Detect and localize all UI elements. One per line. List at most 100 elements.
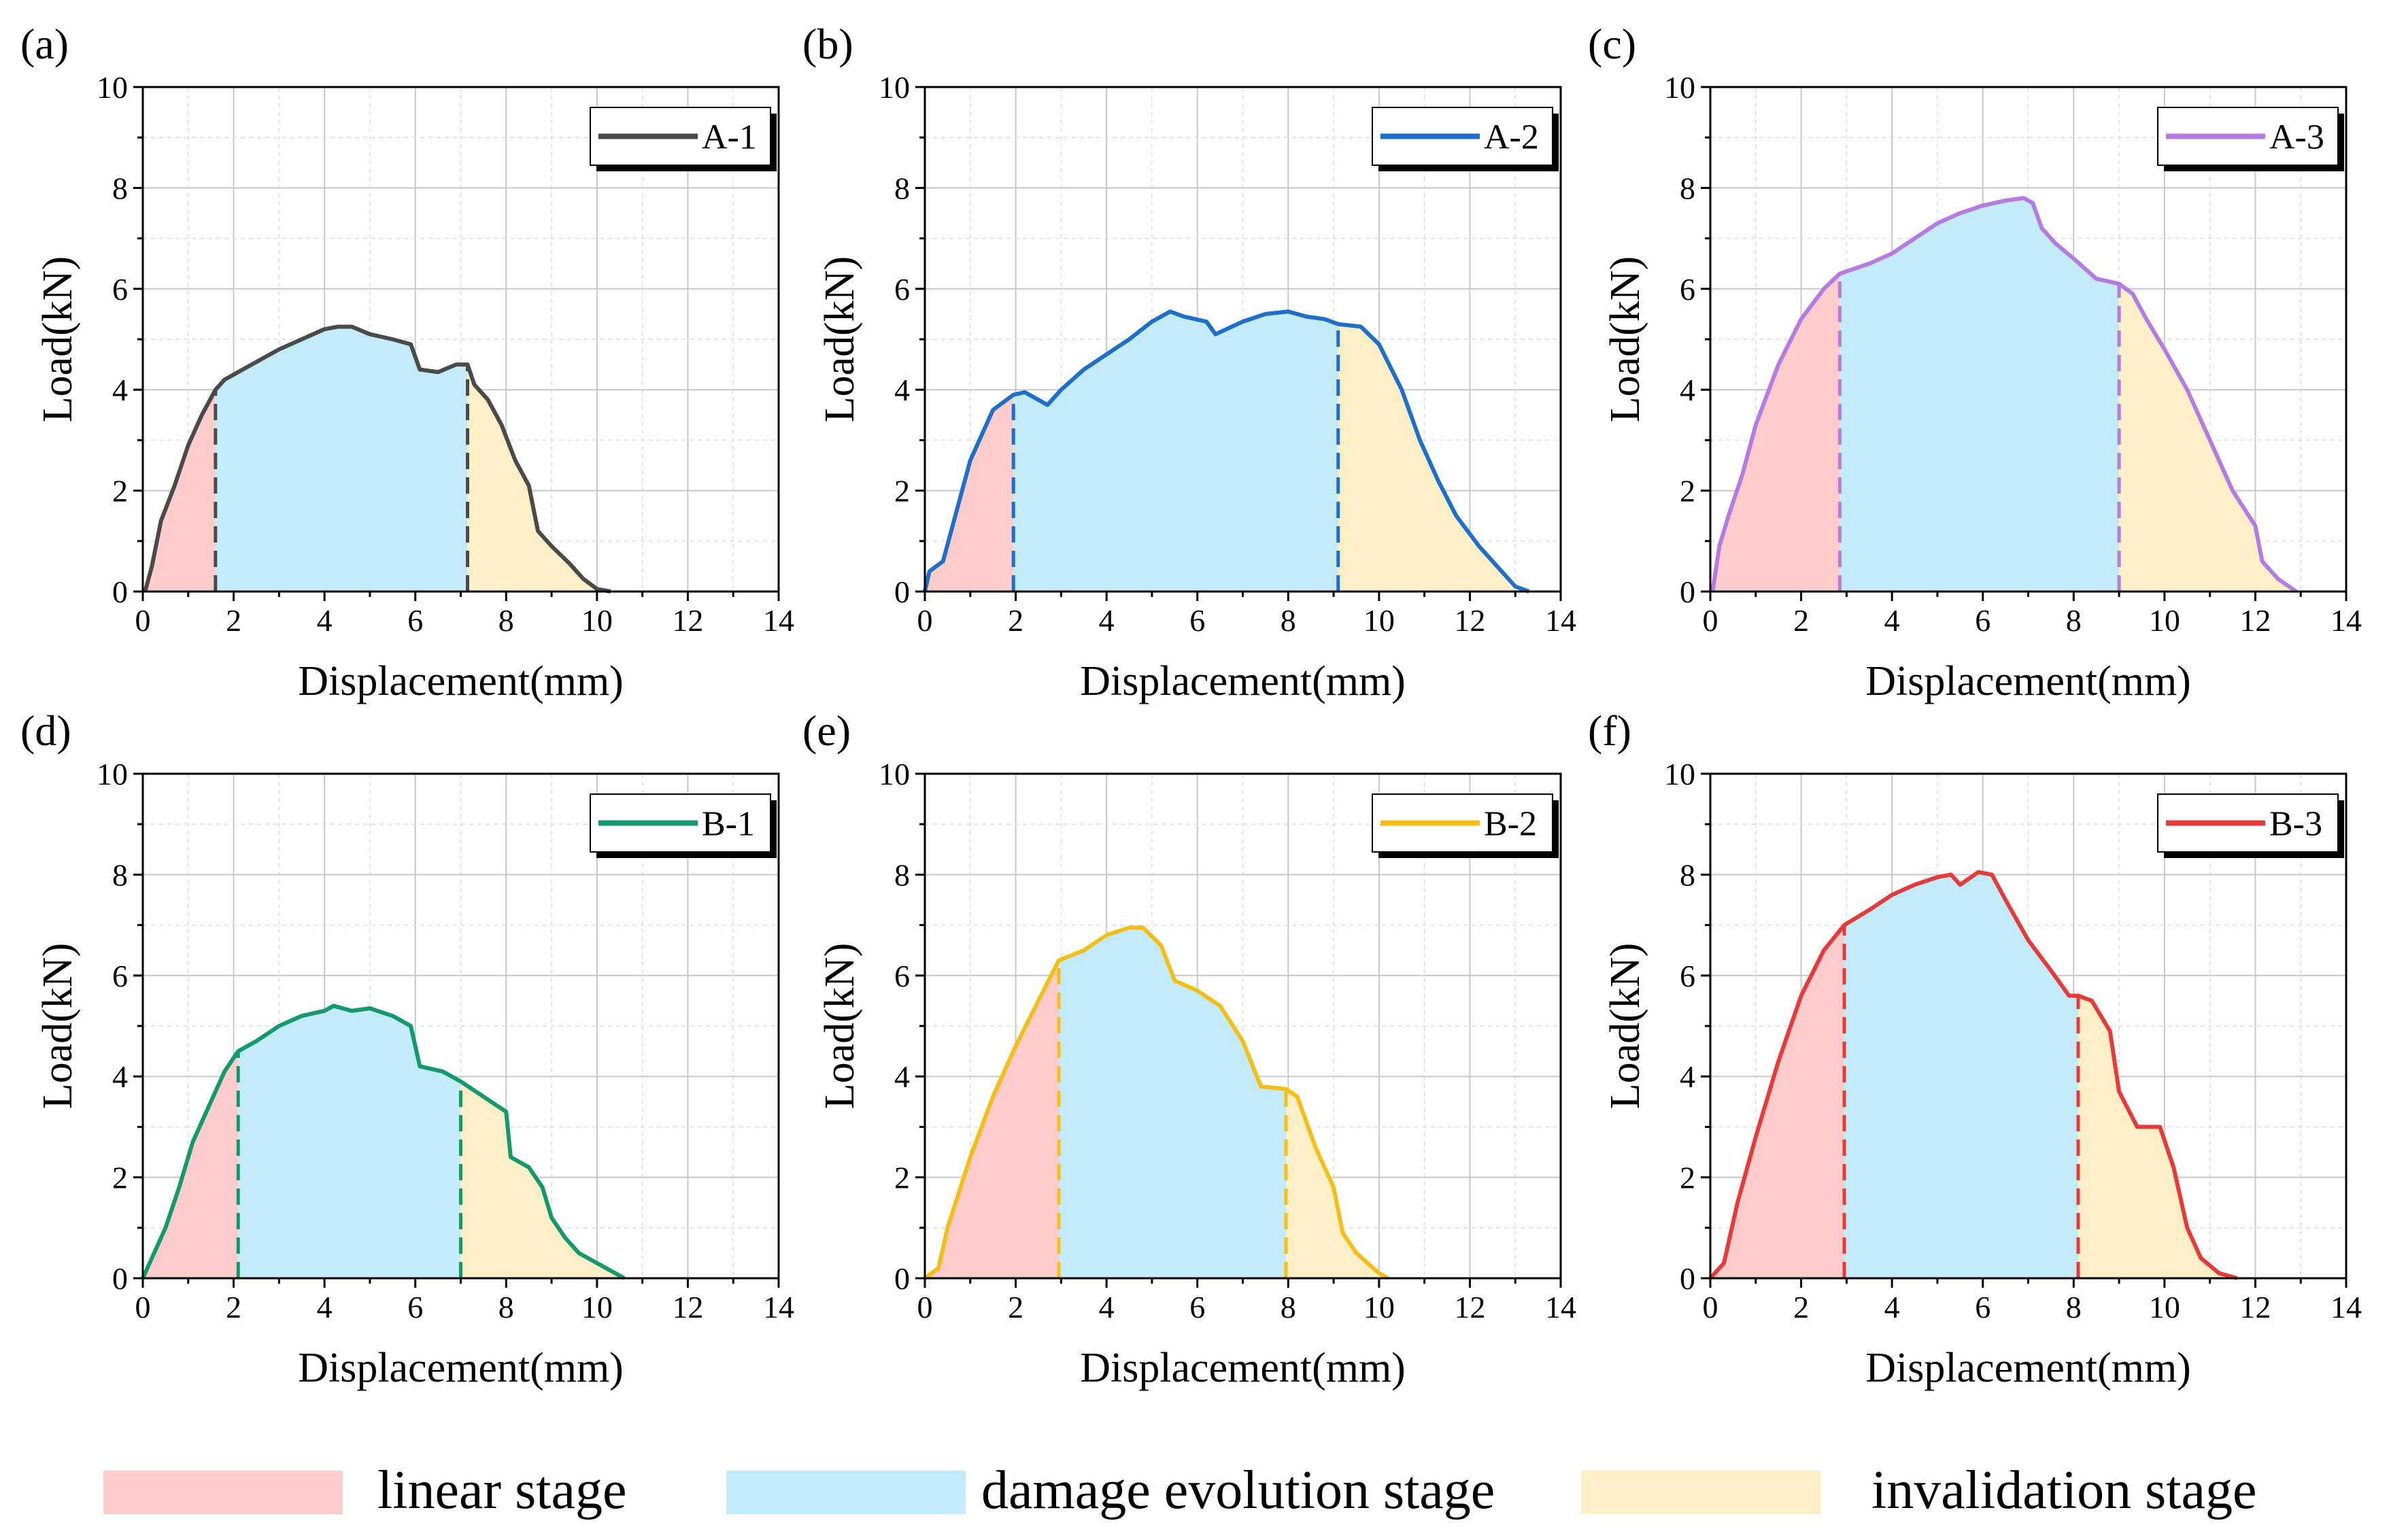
load-curve <box>1710 196 2298 594</box>
stage-legend-label-1: linear stage <box>377 1460 626 1520</box>
x-tick-label: 6 <box>407 1290 423 1324</box>
y-tick-label: 2 <box>894 1161 910 1195</box>
panel-label: (c) <box>1588 20 1636 68</box>
y-tick-label: 2 <box>1680 474 1695 509</box>
x-tick-label: 0 <box>1703 1290 1718 1324</box>
stage-area-3 <box>1338 324 1529 592</box>
stage-legend-swatch-2 <box>726 1471 966 1514</box>
y-tick-label: 0 <box>112 575 128 609</box>
x-tick-label: 8 <box>2066 1290 2082 1324</box>
stage-area-3 <box>1285 1089 1389 1278</box>
x-tick-label: 12 <box>672 603 703 638</box>
y-axis-label: Load(kN) <box>35 256 81 422</box>
chart-panel-1: 0 2 4 6 8 10 12 14 0 2 4 6 8 10 Displacement(mm) Load(k… <box>20 20 794 704</box>
y-tick-label: 8 <box>1680 857 1695 892</box>
y-tick-label: 10 <box>97 70 128 105</box>
x-tick-label: 2 <box>1008 1290 1023 1324</box>
x-tick-label: 4 <box>1099 603 1115 638</box>
y-tick-label: 4 <box>1680 373 1695 407</box>
y-tick-label: 8 <box>1680 171 1695 205</box>
y-tick-label: 0 <box>1680 575 1695 609</box>
stage-area-1 <box>1710 925 1845 1278</box>
y-tick-label: 10 <box>97 757 128 791</box>
x-tick-label: 8 <box>2066 603 2082 638</box>
chart-panel-6: 0 2 4 6 8 10 12 14 0 2 4 6 8 10 Displacement(mm) Load(k… <box>1588 706 2362 1391</box>
x-tick-label: 14 <box>763 603 794 638</box>
x-tick-label: 12 <box>1454 603 1485 638</box>
y-tick-label: 4 <box>1680 1059 1695 1094</box>
y-tick-label: 10 <box>879 70 910 105</box>
legend-label: A-1 <box>702 118 757 157</box>
stage-area-3 <box>467 364 611 592</box>
x-tick-label: 12 <box>2239 603 2271 638</box>
panel-label: (b) <box>802 20 853 68</box>
x-tick-label: 10 <box>581 1290 613 1324</box>
x-tick-label: 10 <box>2149 603 2180 638</box>
y-tick-label: 0 <box>1680 1261 1695 1296</box>
x-axis-label: Displacement(mm) <box>1865 1345 2191 1391</box>
legend-label: A-3 <box>2269 118 2324 157</box>
stage-area-2 <box>1844 872 2078 1278</box>
y-tick-label: 6 <box>894 959 910 993</box>
y-tick-label: 6 <box>1680 959 1695 993</box>
x-tick-label: 4 <box>1099 1290 1115 1324</box>
load-curve <box>1708 870 2238 1280</box>
x-tick-label: 12 <box>672 1290 703 1324</box>
legend-label: B-1 <box>702 805 755 844</box>
x-tick-label: 14 <box>2331 603 2362 638</box>
x-axis-label: Displacement(mm) <box>1865 658 2191 704</box>
y-tick-label: 0 <box>112 1261 128 1296</box>
x-tick-label: 0 <box>917 1290 933 1324</box>
legend-label: B-3 <box>2269 805 2322 844</box>
y-tick-label: 2 <box>894 474 910 509</box>
x-tick-label: 10 <box>1363 1290 1395 1324</box>
y-tick-label: 8 <box>894 857 910 892</box>
stage-legend: linear stage damage evolution stage invali… <box>103 1460 2257 1520</box>
legend-label: B-2 <box>1484 805 1537 844</box>
y-axis-label: Load(kN) <box>817 256 863 422</box>
x-tick-label: 4 <box>317 1290 333 1324</box>
y-tick-label: 6 <box>112 959 128 993</box>
x-tick-label: 0 <box>1703 603 1718 638</box>
x-tick-label: 2 <box>1008 603 1023 638</box>
stage-area-2 <box>215 326 468 592</box>
stage-area-1 <box>1712 273 1840 592</box>
panel-label: (e) <box>802 706 851 755</box>
y-tick-label: 4 <box>894 373 910 407</box>
x-tick-label: 2 <box>1793 603 1809 638</box>
legend-label: A-2 <box>1484 118 1539 157</box>
y-tick-label: 4 <box>894 1059 910 1094</box>
stage-area-2 <box>1013 311 1338 592</box>
x-tick-label: 14 <box>1545 1290 1576 1324</box>
load-curve <box>924 925 1389 1280</box>
y-axis-label: Load(kN) <box>35 943 81 1109</box>
x-tick-label: 10 <box>2149 1290 2180 1324</box>
stage-legend-label-3: invalidation stage <box>1871 1460 2257 1520</box>
chart-panel-3: 0 2 4 6 8 10 12 14 0 2 4 6 8 10 Displacement(mm) Load(k… <box>1588 20 2362 704</box>
x-tick-label: 4 <box>317 603 333 638</box>
x-tick-label: 10 <box>581 603 613 638</box>
x-tick-label: 4 <box>1884 1290 1900 1324</box>
chart-panel-2: 0 2 4 6 8 10 12 14 0 2 4 6 8 10 Displacement(mm) Load(k… <box>802 20 1576 704</box>
x-tick-label: 6 <box>407 603 423 638</box>
x-tick-label: 14 <box>1545 603 1576 638</box>
y-tick-label: 2 <box>112 474 128 509</box>
stage-area-2 <box>238 1006 461 1278</box>
y-tick-label: 8 <box>112 857 128 892</box>
panel-label: (f) <box>1588 706 1631 755</box>
panel-label: (a) <box>20 20 69 68</box>
x-tick-label: 8 <box>498 603 514 638</box>
y-tick-label: 2 <box>1680 1161 1695 1195</box>
stage-area-3 <box>2078 995 2237 1278</box>
x-axis-label: Displacement(mm) <box>298 658 624 704</box>
y-tick-label: 10 <box>1664 70 1695 105</box>
chart-panel-5: 0 2 4 6 8 10 12 14 0 2 4 6 8 10 Displacement(mm) Load(k… <box>802 706 1576 1391</box>
panel-label: (d) <box>20 706 71 755</box>
x-axis-label: Displacement(mm) <box>1080 658 1406 704</box>
y-tick-label: 8 <box>894 171 910 205</box>
load-curve <box>141 1004 626 1280</box>
stage-legend-swatch-1 <box>103 1471 343 1514</box>
x-tick-label: 8 <box>1281 603 1296 638</box>
y-tick-label: 6 <box>112 272 128 307</box>
